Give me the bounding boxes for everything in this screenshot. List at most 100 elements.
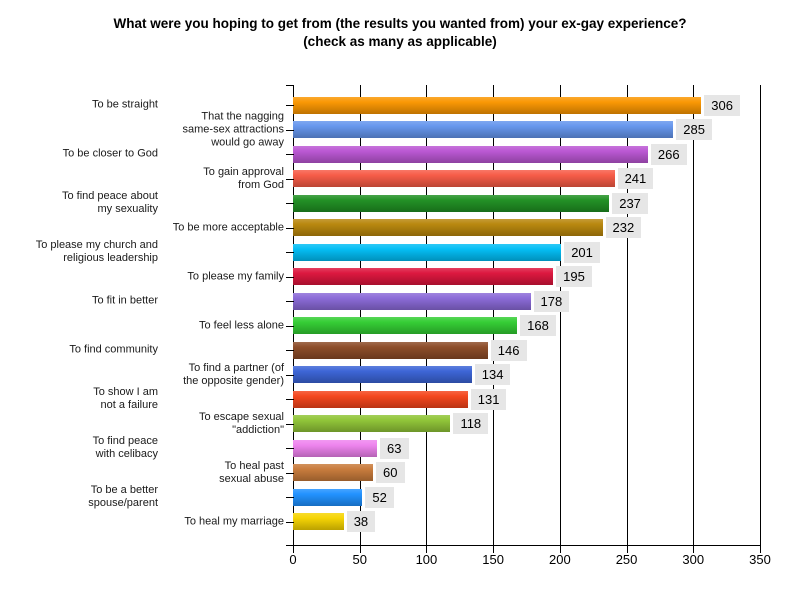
- bar-row: 266: [293, 142, 760, 167]
- value-label: 306: [704, 94, 740, 116]
- value-label: 38: [346, 511, 376, 533]
- value-label: 63: [380, 437, 409, 459]
- x-axis-tick: [493, 545, 495, 553]
- bar: [293, 219, 603, 237]
- plot-area: 306 285 266 241 237 232 201 195 178 168 …: [293, 85, 761, 545]
- bar: [293, 341, 488, 359]
- bar-row: 134: [293, 363, 760, 388]
- x-axis-line: [286, 545, 760, 546]
- x-axis-tick: [760, 545, 761, 553]
- y-axis-tick: [286, 154, 294, 156]
- category-label: To feel less alone: [199, 319, 284, 332]
- category-label: To be a better spouse/parent: [88, 484, 158, 510]
- x-tick-label: 100: [415, 552, 438, 567]
- y-axis-tick: [286, 374, 294, 376]
- value-label: 178: [533, 290, 570, 312]
- bar-row: 195: [293, 265, 760, 290]
- y-axis-tick: [286, 85, 294, 86]
- bar: [293, 292, 531, 310]
- value-label: 131: [470, 388, 507, 410]
- bar-row: 131: [293, 387, 760, 412]
- value-label: 201: [564, 241, 600, 263]
- bar: [293, 439, 378, 457]
- x-tick-label: 200: [548, 552, 571, 567]
- category-label: To fit in better: [91, 294, 158, 307]
- bar-row: 285: [293, 118, 760, 143]
- value-label: 241: [617, 168, 654, 190]
- y-axis-tick: [286, 252, 294, 254]
- x-axis-tick: [693, 545, 695, 553]
- value-label: 134: [474, 364, 511, 386]
- value-label: 237: [612, 192, 648, 214]
- category-label: To find community: [69, 343, 158, 356]
- y-axis-tick: [286, 129, 294, 131]
- chart-title-line1: What were you hoping to get from (the re…: [113, 16, 687, 31]
- bar-row: 241: [293, 167, 760, 192]
- x-tick-label: 300: [682, 552, 705, 567]
- x-axis-tick: [426, 545, 428, 553]
- bar-row: 52: [293, 485, 760, 510]
- gridline: [693, 85, 695, 545]
- y-axis-tick: [286, 448, 294, 450]
- bar: [293, 121, 674, 139]
- y-axis-tick: [286, 301, 294, 303]
- value-label: 146: [490, 339, 527, 361]
- value-label: 266: [650, 143, 687, 165]
- y-axis-tick: [286, 276, 294, 278]
- x-axis-tick: [359, 545, 361, 553]
- x-tick-label: 350: [749, 552, 771, 567]
- gridline: [293, 85, 294, 545]
- bar: [293, 317, 518, 335]
- bar-row: 201: [293, 240, 760, 265]
- bar-row: 60: [293, 461, 760, 486]
- gridline: [426, 85, 428, 545]
- y-axis-tick: [286, 178, 294, 180]
- bar: [293, 243, 562, 261]
- bar-row: 178: [293, 289, 760, 314]
- gridline: [626, 85, 628, 545]
- bar-row: 63: [293, 436, 760, 461]
- gridline: [359, 85, 361, 545]
- category-label: To be more acceptable: [172, 221, 284, 234]
- category-label: To heal my marriage: [184, 515, 284, 528]
- bar: [293, 366, 472, 384]
- category-label: To find a partner (of the opposite gende…: [183, 361, 284, 387]
- category-label: To show I am not a failure: [93, 386, 158, 412]
- value-label: 60: [376, 462, 405, 484]
- y-axis-tick: [286, 227, 294, 229]
- bar-row: 306: [293, 93, 760, 118]
- bar: [293, 268, 554, 286]
- y-axis-tick: [286, 521, 294, 523]
- bar: [293, 96, 702, 114]
- gridline: [559, 85, 561, 545]
- value-label: 285: [676, 119, 712, 141]
- gridline: [493, 85, 495, 545]
- bar-row: 237: [293, 191, 760, 216]
- y-axis-tick: [286, 423, 294, 425]
- category-label: That the nagging same-sex attractions wo…: [182, 110, 284, 149]
- bar: [293, 194, 610, 212]
- category-label: To be closer to God: [62, 147, 158, 160]
- bar: [293, 415, 451, 433]
- bar: [293, 513, 344, 531]
- category-label: To find peace about my sexuality: [61, 190, 158, 216]
- category-label: To please my church and religious leader…: [35, 239, 158, 265]
- x-axis-tick: [293, 545, 294, 553]
- category-label: To heal past sexual abuse: [219, 459, 284, 485]
- y-axis-tick: [286, 472, 294, 474]
- value-label: 195: [556, 266, 592, 288]
- y-axis-tick: [286, 497, 294, 499]
- value-label: 232: [605, 217, 642, 239]
- category-label: To escape sexual "addiction": [199, 410, 284, 436]
- bar: [293, 145, 648, 163]
- x-tick-label: 250: [615, 552, 638, 567]
- x-axis-tick: [559, 545, 561, 553]
- x-tick-label: 50: [352, 552, 367, 567]
- bar: [293, 170, 615, 188]
- gridline: [760, 85, 761, 545]
- value-label: 118: [453, 413, 489, 435]
- y-axis-tick: [286, 350, 294, 352]
- bar: [293, 390, 468, 408]
- y-axis-tick: [286, 105, 294, 107]
